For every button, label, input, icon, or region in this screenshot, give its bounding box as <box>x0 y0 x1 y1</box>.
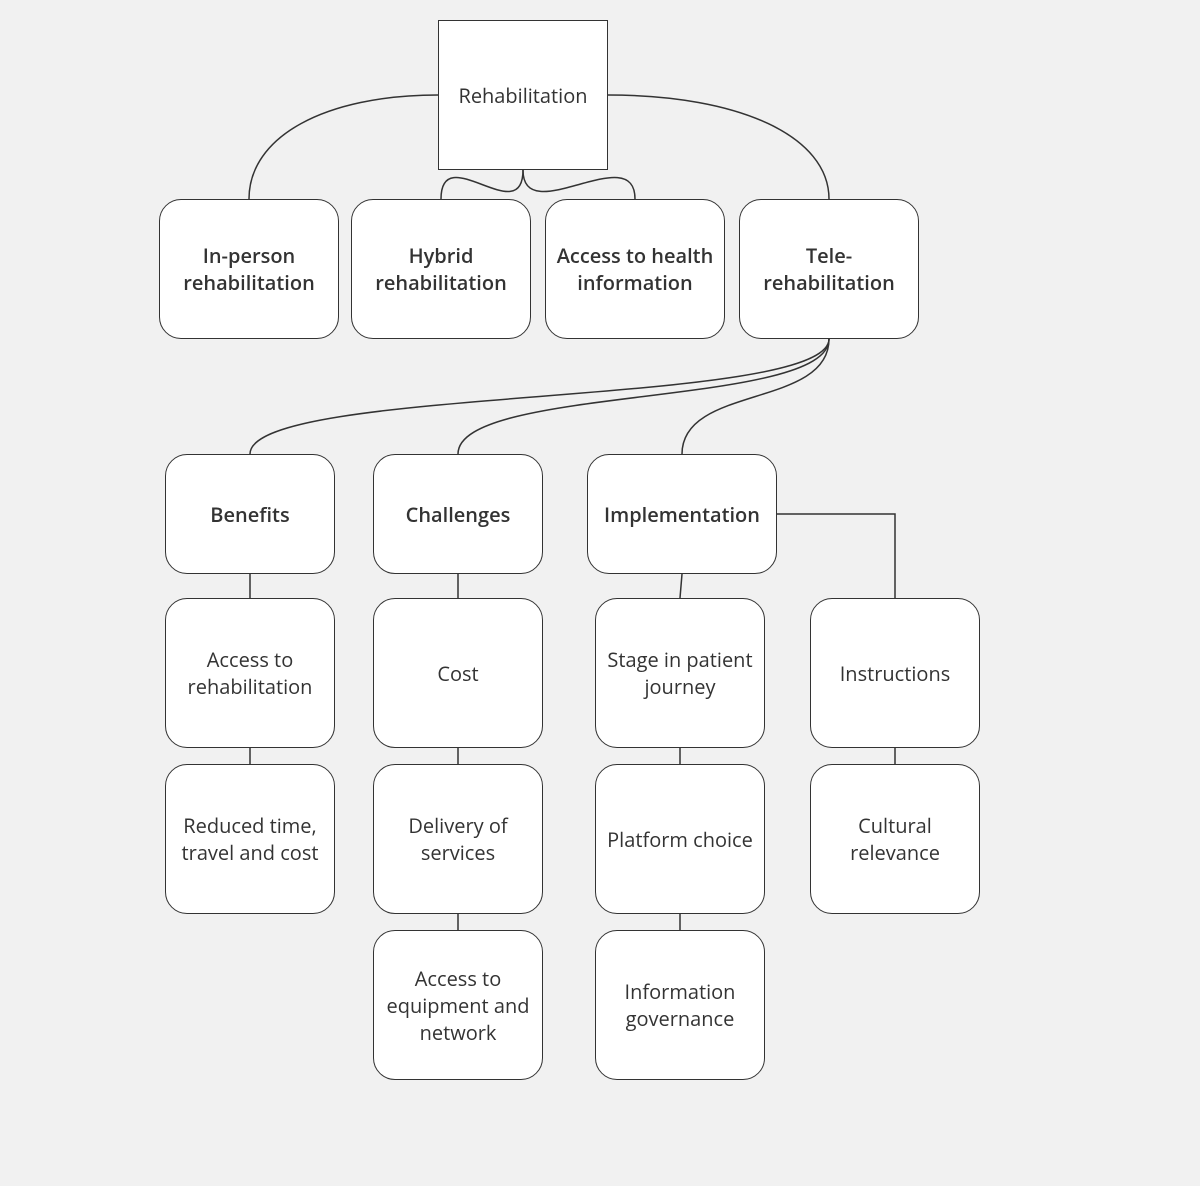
node-ch_equip: Access to equipment and network <box>373 930 543 1080</box>
node-label: Hybrid rehabilitation <box>360 242 522 296</box>
node-ben_time: Reduced time, travel and cost <box>165 764 335 914</box>
node-label: Cost <box>437 660 478 687</box>
node-hybrid: Hybrid rehabilitation <box>351 199 531 339</box>
node-ch_deliv: Delivery of services <box>373 764 543 914</box>
edge-root-to-telerehab <box>608 95 829 199</box>
node-label: Access to rehabilitation <box>174 646 326 700</box>
node-label: Benefits <box>210 501 289 528</box>
node-access_hi: Access to health information <box>545 199 725 339</box>
node-label: Stage in patient journey <box>604 646 756 700</box>
node-benefits: Benefits <box>165 454 335 574</box>
node-label: In-person rehabilitation <box>168 242 330 296</box>
edge-root-to-inperson <box>249 95 438 199</box>
node-imp_stage: Stage in patient journey <box>595 598 765 748</box>
node-label: Tele-rehabilitation <box>748 242 910 296</box>
node-inperson: In-person rehabilitation <box>159 199 339 339</box>
node-root: Rehabilitation <box>438 20 608 170</box>
node-imp_gov: Information governance <box>595 930 765 1080</box>
node-label: Rehabilitation <box>458 82 587 109</box>
node-label: Cultural relevance <box>819 812 971 866</box>
edge-telerehab-to-implement <box>682 339 829 454</box>
node-imp_instr: Instructions <box>810 598 980 748</box>
node-ch_cost: Cost <box>373 598 543 748</box>
node-label: Access to health information <box>554 242 716 296</box>
edge-implement-to-imp_instr <box>777 514 895 598</box>
node-challenges: Challenges <box>373 454 543 574</box>
node-imp_plat: Platform choice <box>595 764 765 914</box>
node-label: Access to equipment and network <box>382 965 534 1046</box>
edge-root-to-hybrid <box>441 170 523 199</box>
node-implement: Implementation <box>587 454 777 574</box>
edge-root-to-access_hi <box>523 170 635 199</box>
edge-telerehab-to-benefits <box>250 339 829 454</box>
node-imp_cult: Cultural relevance <box>810 764 980 914</box>
node-ben_access: Access to rehabilitation <box>165 598 335 748</box>
edge-telerehab-to-challenges <box>458 339 829 454</box>
node-label: Information governance <box>604 978 756 1032</box>
edge-implement-to-imp_stage <box>680 574 682 598</box>
node-label: Delivery of services <box>382 812 534 866</box>
node-telerehab: Tele-rehabilitation <box>739 199 919 339</box>
node-label: Instructions <box>840 660 951 687</box>
node-label: Platform choice <box>607 826 753 853</box>
node-label: Challenges <box>406 501 511 528</box>
node-label: Reduced time, travel and cost <box>174 812 326 866</box>
node-label: Implementation <box>604 501 760 528</box>
diagram-stage: Rehabilitation In-person rehabilitation Hy… <box>0 0 1200 1186</box>
